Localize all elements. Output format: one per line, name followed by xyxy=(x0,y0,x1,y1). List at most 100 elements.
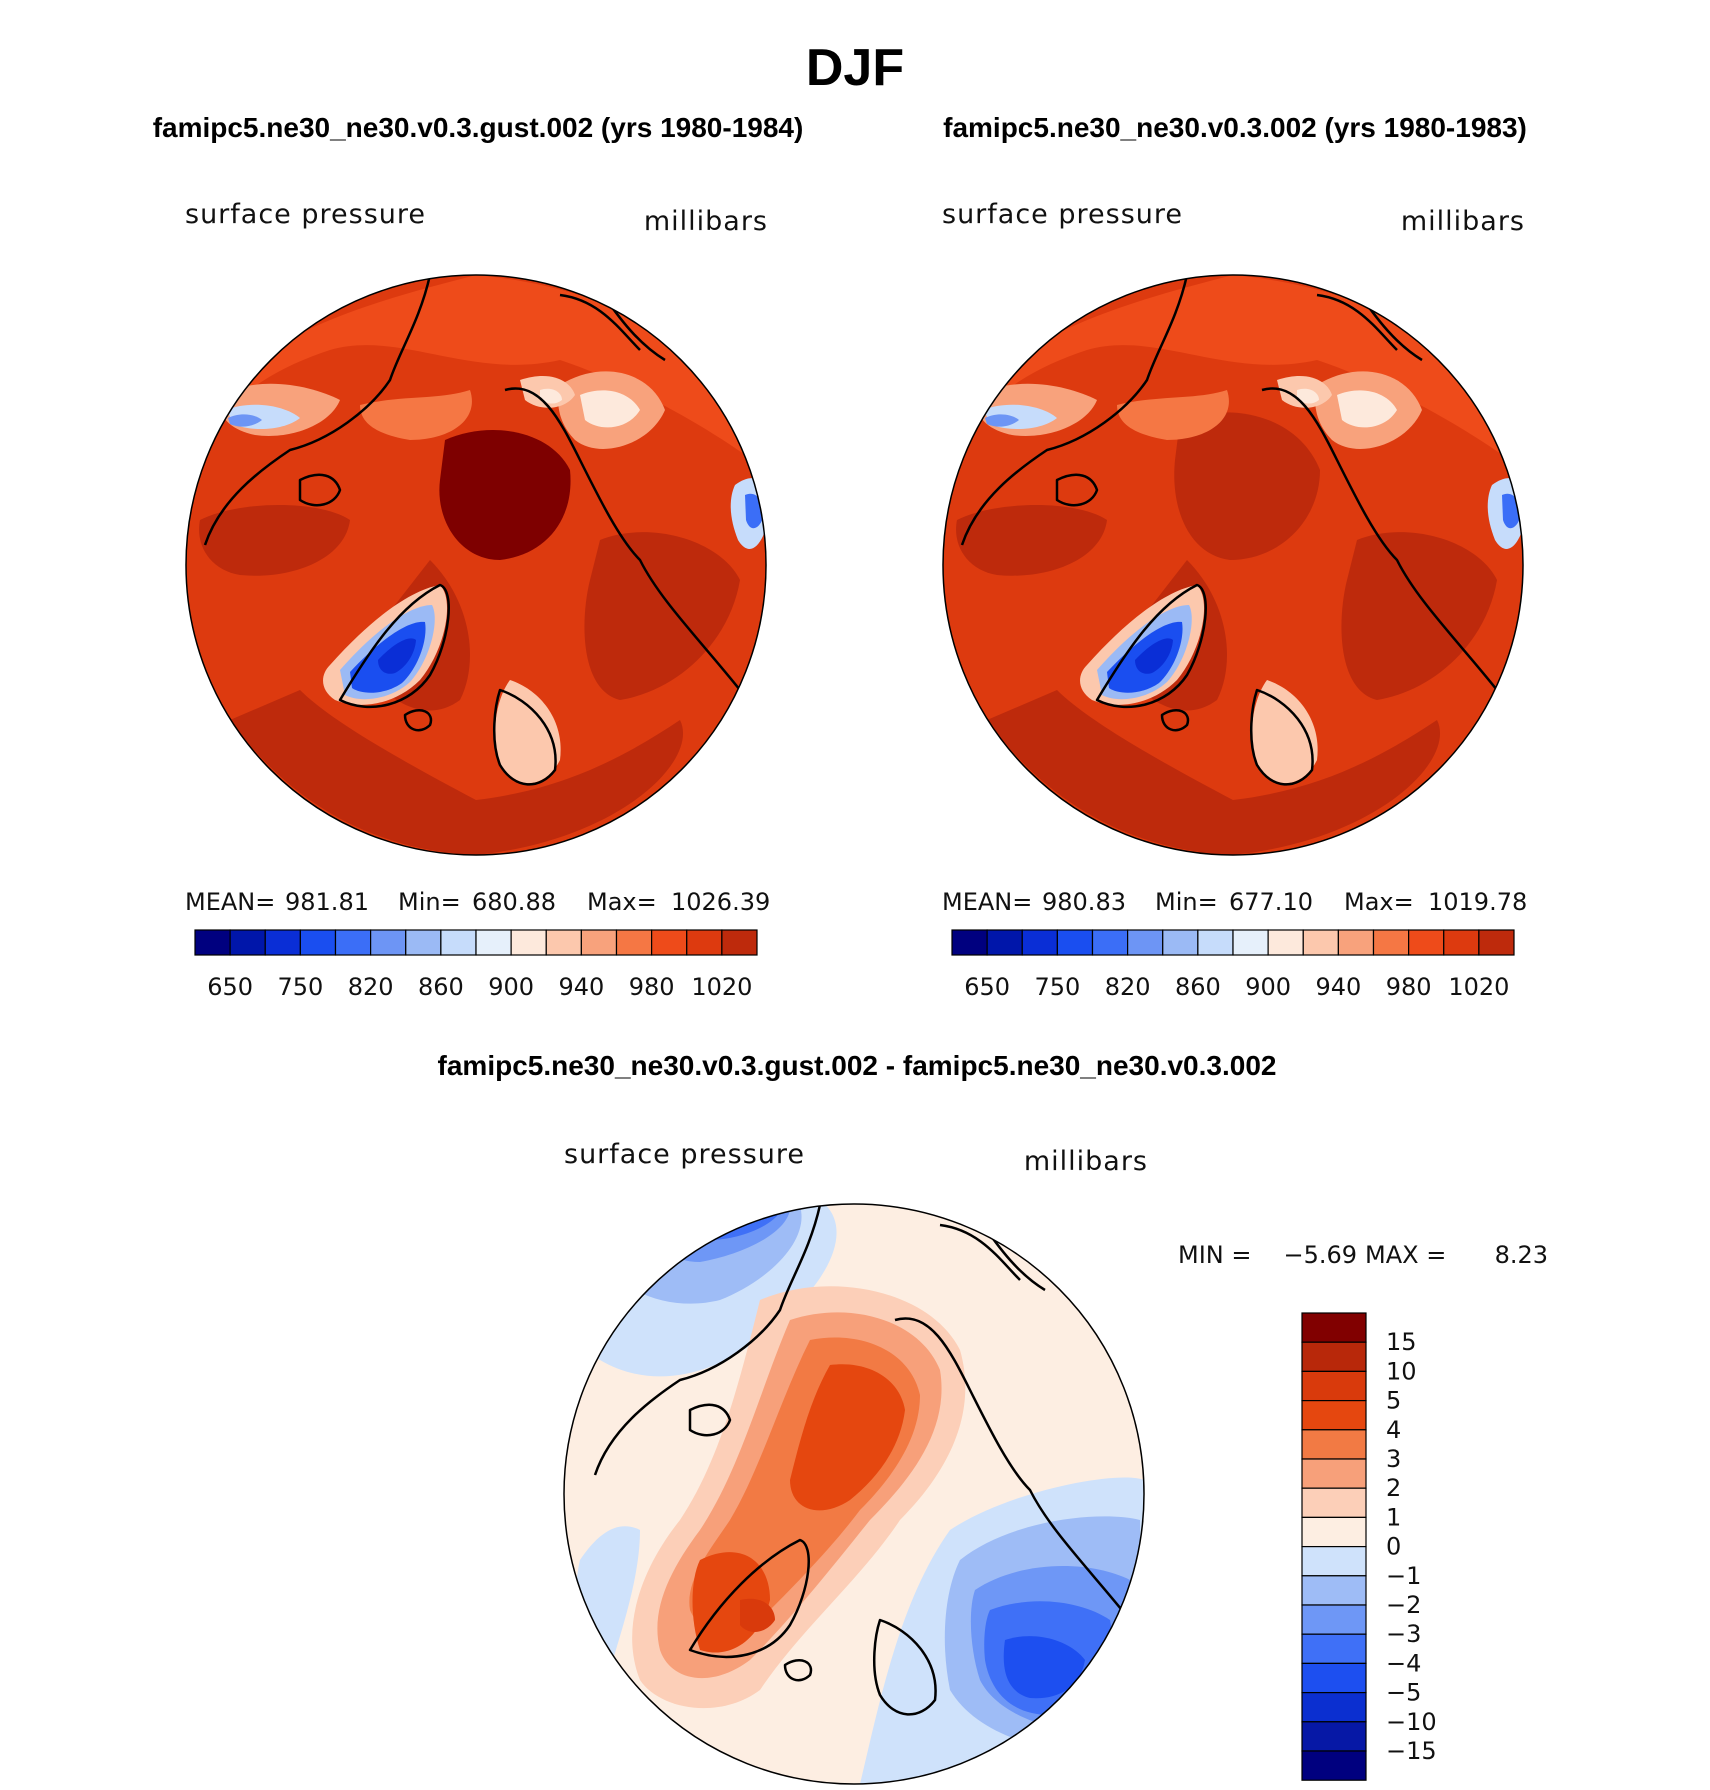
panel-1-colorbar-tick: 860 xyxy=(418,973,464,1001)
panel-3-colorbar-tick: −10 xyxy=(1386,1708,1437,1736)
panel-2-map-border xyxy=(942,274,1524,856)
panel-1-max-value: 1026.39 xyxy=(671,888,770,916)
panel-3-min-label: MIN = xyxy=(1178,1241,1251,1269)
panel-3-colorbar-tick: −1 xyxy=(1386,1562,1421,1590)
panel-2-colorbar: 650 750 820 860 900 940 980 1020 xyxy=(951,929,1515,1001)
panel-1-map-border xyxy=(185,274,767,856)
panel-1-colorbar-tick: 900 xyxy=(488,973,534,1001)
panel-2-min-value: 677.10 xyxy=(1229,888,1313,916)
panel-3-colorbar-box xyxy=(1301,1662,1367,1694)
panel-3-colorbar-tick: −15 xyxy=(1386,1737,1437,1765)
panel-2-max-value: 1019.78 xyxy=(1428,888,1527,916)
panel-1-colorbar-box xyxy=(264,929,301,956)
panel-3-colorbar-tick: 5 xyxy=(1386,1387,1401,1415)
panel-3-colorbar-box xyxy=(1301,1633,1367,1664)
panel-2-colorbar-box xyxy=(1162,929,1199,956)
panel-2-colorbar-box xyxy=(1021,929,1058,956)
panel-1-mean-value: 981.81 xyxy=(285,888,369,916)
panel-3-colorbar-tick: 2 xyxy=(1386,1474,1401,1502)
panel-2-colorbar-box xyxy=(986,929,1023,956)
panel-2-colorbar-tick: 940 xyxy=(1315,973,1361,1001)
panel-2-colorbar-box xyxy=(1056,929,1094,956)
panel-2-colorbar-tick: 750 xyxy=(1034,973,1080,1001)
panel-3-colorbar-tick: −2 xyxy=(1386,1591,1421,1619)
panel-3-colorbar-box xyxy=(1301,1750,1367,1781)
panel-2-colorbar-tick: 860 xyxy=(1175,973,1221,1001)
panel-1-colorbar-tick: 650 xyxy=(207,973,253,1001)
panel-2-colorbar-box xyxy=(1302,929,1339,956)
panel-2-colorbar-tick: 900 xyxy=(1245,973,1291,1001)
panel-3-max-label: MAX = xyxy=(1365,1241,1446,1269)
panel-3-max-value: 8.23 xyxy=(1495,1241,1548,1269)
panel-3-colorbar-tick: −4 xyxy=(1386,1649,1421,1677)
panel-1-title: famipc5.ne30_ne30.v0.3.gust.002 (yrs 198… xyxy=(153,112,804,143)
panel-3-colorbar-box xyxy=(1301,1575,1367,1606)
figure-title: DJF xyxy=(806,39,904,97)
panel-3-colorbar-tick: −3 xyxy=(1386,1620,1421,1648)
panel-1-colorbar-box xyxy=(615,929,653,956)
panel-1-colorbar-box xyxy=(510,929,547,956)
panel-1-colorbar-tick: 750 xyxy=(277,973,323,1001)
panel-3-colorbar-box xyxy=(1301,1429,1367,1460)
panel-2-colorbar-tick: 820 xyxy=(1105,973,1151,1001)
panel-2-colorbar-box xyxy=(1372,929,1410,956)
panel-2-colorbar-box xyxy=(1232,929,1269,956)
panel-2-left-label: surface pressure xyxy=(942,199,1183,230)
panel-2-colorbar-box xyxy=(1091,929,1129,956)
panel-2-colorbar-box xyxy=(951,929,988,956)
panel-1-max-label: Max= xyxy=(587,888,657,916)
panel-3-colorbar-tick: 3 xyxy=(1386,1445,1401,1473)
panel-1-colorbar-box xyxy=(686,929,723,956)
panel-1-map xyxy=(186,275,766,855)
panel-3-map-border xyxy=(563,1203,1145,1785)
panel-1-mean-label: MEAN= xyxy=(185,888,275,916)
panel-3-colorbar-box xyxy=(1301,1604,1367,1635)
panel-3-colorbar-box xyxy=(1301,1458,1367,1489)
panel-2-map xyxy=(943,275,1523,855)
panel-2-colorbar-box xyxy=(1197,929,1234,956)
panel-2-colorbar-box xyxy=(1478,929,1515,956)
panel-1-colorbar-tick: 820 xyxy=(348,973,394,1001)
panel-1-colorbar-box xyxy=(651,929,688,956)
panel-1-colorbar-box xyxy=(580,929,618,956)
panel-1: famipc5.ne30_ne30.v0.3.gust.002 (yrs 198… xyxy=(153,112,804,1001)
panel-2-mean-label: MEAN= xyxy=(942,888,1032,916)
panel-2-title: famipc5.ne30_ne30.v0.3.002 (yrs 1980-198… xyxy=(943,112,1527,143)
panel-2-colorbar-box xyxy=(1127,929,1164,956)
panel-3-colorbar-box xyxy=(1301,1545,1367,1577)
panel-1-colorbar: 650 750 820 860 900 940 980 1020 xyxy=(194,929,758,1001)
panel-1-min-value: 680.88 xyxy=(472,888,556,916)
panel-1-left-label: surface pressure xyxy=(185,199,426,230)
panel-2-colorbar-box xyxy=(1408,929,1445,956)
panel-2-colorbar-tick: 980 xyxy=(1386,973,1432,1001)
panel-2-colorbar-tick: 650 xyxy=(964,973,1010,1001)
panel-2-mean-value: 980.83 xyxy=(1042,888,1126,916)
panel-3-colorbar-tick: 15 xyxy=(1386,1328,1417,1356)
panel-3-colorbar-box xyxy=(1301,1487,1367,1518)
panel-3-colorbar-box xyxy=(1301,1370,1367,1402)
panel-3-min-value: −5.69 xyxy=(1283,1241,1357,1269)
panel-1-colorbar-box xyxy=(194,929,231,956)
panel-3-colorbar-tick: 0 xyxy=(1386,1533,1401,1561)
panel-3-colorbar-box xyxy=(1301,1721,1367,1752)
panel-1-colorbar-box xyxy=(405,929,442,956)
panel-1-colorbar-box xyxy=(721,929,758,956)
panel-1-colorbar-box xyxy=(475,929,512,956)
panel-2-right-label: millibars xyxy=(1401,206,1525,237)
panel-1-colorbar-box xyxy=(334,929,372,956)
panel-3-colorbar-tick: 1 xyxy=(1386,1503,1401,1531)
panel-1-colorbar-tick: 980 xyxy=(629,973,675,1001)
panel-3-colorbar-box xyxy=(1301,1399,1367,1431)
panel-1-colorbar-tick: 1020 xyxy=(691,973,752,1001)
panel-3-title: famipc5.ne30_ne30.v0.3.gust.002 - famipc… xyxy=(438,1050,1277,1081)
panel-2-colorbar-box xyxy=(1267,929,1304,956)
panel-1-colorbar-box xyxy=(229,929,266,956)
panel-2-colorbar-box xyxy=(1337,929,1375,956)
panel-1-colorbar-box xyxy=(440,929,477,956)
panel-1-colorbar-box xyxy=(370,929,407,956)
panel-1-min-label: Min= xyxy=(398,888,461,916)
panel-3-colorbar-box xyxy=(1301,1691,1367,1723)
panel-3-colorbar-tick: 10 xyxy=(1386,1357,1417,1385)
